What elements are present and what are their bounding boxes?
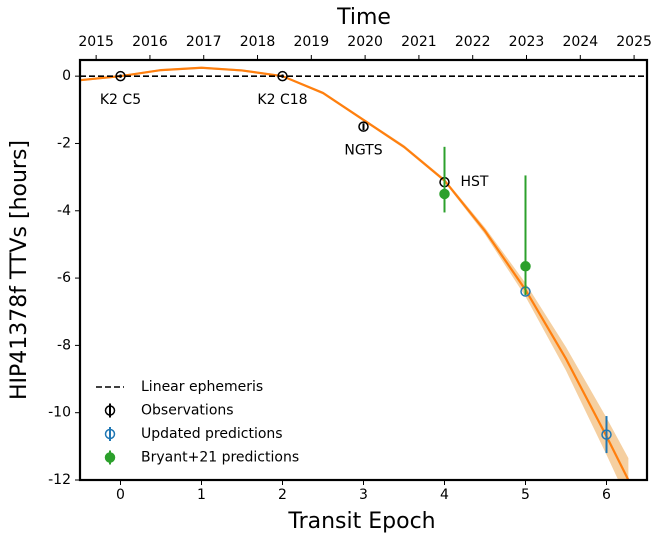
x2-tick-label: 2018 (240, 34, 276, 50)
legend-label: Updated predictions (141, 426, 283, 442)
y-tick-label: -2 (57, 135, 71, 151)
y-tick-label: 0 (62, 68, 71, 84)
x-tick-label: 5 (521, 487, 530, 503)
y-tick-label: -12 (48, 472, 71, 488)
x2-tick-label: 2015 (78, 34, 114, 50)
x-tick-label: 3 (359, 487, 368, 503)
plot-area (80, 66, 647, 480)
plot-frame (78, 58, 649, 482)
x2-axis-label: Time (336, 5, 391, 30)
y-tick-label: -8 (57, 337, 71, 353)
annotation: HST (461, 174, 489, 190)
x2-tick-label: 2023 (509, 34, 545, 50)
x2-tick-label: 2021 (401, 34, 437, 50)
x-tick-label: 1 (197, 487, 206, 503)
annotation: NGTS (344, 143, 382, 159)
x-tick-label: 6 (602, 487, 611, 503)
data-point (115, 70, 126, 82)
x2-tick-label: 2025 (616, 34, 652, 50)
annotation: K2 C18 (257, 92, 307, 108)
data-point (277, 70, 288, 82)
data-point (439, 188, 450, 200)
legend-swatch (104, 428, 116, 440)
legend-swatch (104, 405, 116, 416)
y-tick-label: -4 (57, 203, 71, 219)
legend-swatch (104, 452, 116, 463)
data-point (601, 429, 612, 440)
annotation: K2 C5 (100, 92, 141, 108)
y-tick-label: -6 (57, 270, 71, 286)
x-axis-label: Transit Epoch (287, 509, 435, 534)
fit-curve (80, 66, 630, 480)
x2-tick-label: 2022 (455, 34, 491, 50)
x2-tick-label: 2020 (347, 34, 383, 50)
legend-label: Observations (141, 403, 234, 419)
data-point (520, 261, 531, 272)
x2-tick-label: 2017 (186, 34, 222, 50)
x2-tick-label: 2016 (132, 34, 168, 50)
y-tick-label: -10 (48, 405, 71, 421)
x-tick-label: 0 (116, 487, 125, 503)
x2-tick-label: 2019 (293, 34, 329, 50)
data-point (358, 121, 369, 132)
legend-label: Bryant+21 predictions (141, 450, 299, 466)
y-axis-label: HIP41378f TTVs [hours] (7, 140, 32, 400)
x-tick-label: 2 (278, 487, 287, 503)
x-tick-label: 4 (440, 487, 449, 503)
x2-tick-label: 2024 (562, 34, 598, 50)
legend-label: Linear ephemeris (141, 379, 263, 395)
